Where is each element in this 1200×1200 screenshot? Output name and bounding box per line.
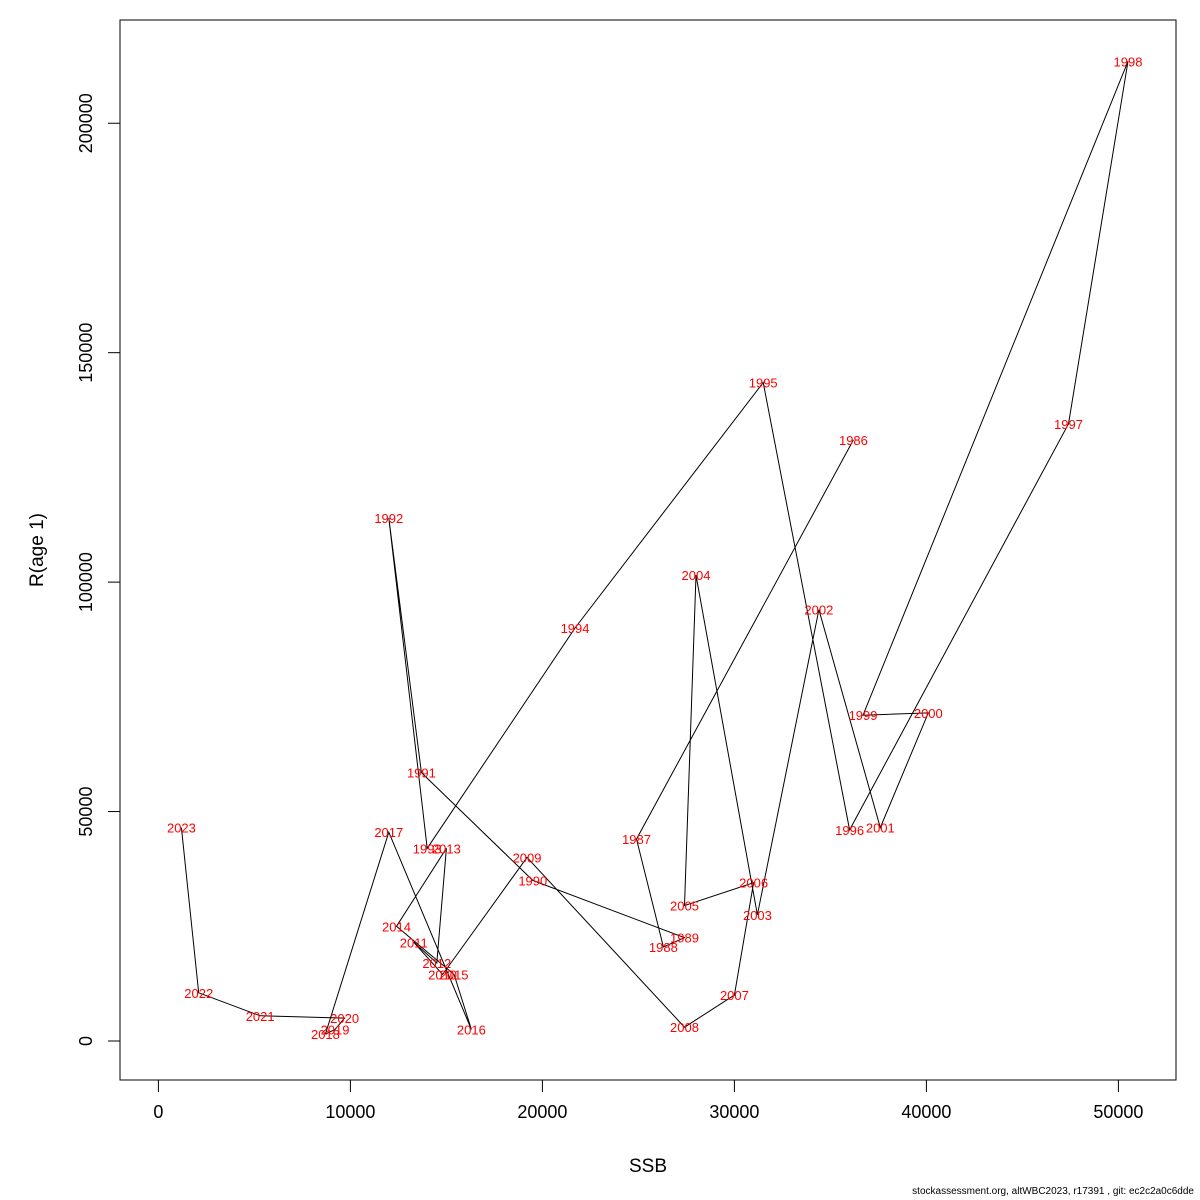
point-label-2000: 2000 [914, 706, 943, 721]
point-label-1999: 1999 [849, 708, 878, 723]
point-label-2015: 2015 [440, 967, 469, 982]
point-label-1998: 1998 [1114, 54, 1143, 69]
x-tick-label: 30000 [709, 1102, 759, 1122]
x-tick-label: 10000 [325, 1102, 375, 1122]
y-axis: 0 50000 100000 150000 200000 [76, 93, 121, 1046]
point-label-1992: 1992 [374, 511, 403, 526]
point-label-2005: 2005 [670, 899, 699, 914]
point-label-1989: 1989 [670, 931, 699, 946]
y-tick-label: 0 [76, 1036, 96, 1046]
y-tick-label: 150000 [76, 323, 96, 383]
point-label-2023: 2023 [167, 821, 196, 836]
point-label-2006: 2006 [739, 876, 768, 891]
x-tick-label: 0 [153, 1102, 163, 1122]
series-line [180, 61, 1129, 1036]
point-label-1990: 1990 [518, 873, 547, 888]
point-label-2010: 2010 [428, 967, 457, 982]
point-label-2014: 2014 [382, 919, 411, 934]
point-label-1991: 1991 [407, 766, 436, 781]
x-tick-label: 40000 [901, 1102, 951, 1122]
point-label-2002: 2002 [804, 603, 833, 618]
point-label-2021: 2021 [246, 1009, 275, 1024]
point-label-1987: 1987 [622, 832, 651, 847]
point-label-1986: 1986 [839, 433, 868, 448]
point-label-2011: 2011 [400, 935, 428, 950]
point-label-2008: 2008 [670, 1020, 699, 1035]
point-label-1994: 1994 [561, 621, 590, 636]
point-label-2016: 2016 [457, 1023, 486, 1038]
point-label-1995: 1995 [749, 376, 778, 391]
point-label-2007: 2007 [720, 988, 749, 1003]
y-axis-label: R(age 1) [27, 513, 48, 587]
footer-credit: stockassessment.org, altWBC2023, r17391 … [912, 1186, 1194, 1197]
point-label-2018: 2018 [311, 1027, 340, 1042]
point-label-2003: 2003 [743, 908, 772, 923]
point-label-2001: 2001 [866, 821, 895, 836]
point-label-2009: 2009 [513, 850, 542, 865]
point-label-1993: 1993 [413, 841, 442, 856]
plot-frame [119, 19, 1177, 1081]
x-axis-label: SSB [629, 1156, 667, 1177]
x-tick-label: 50000 [1093, 1102, 1143, 1122]
point-label-1996: 1996 [835, 823, 864, 838]
point-label-2004: 2004 [682, 568, 711, 583]
point-label-2013: 2013 [432, 841, 461, 856]
point-label-2017: 2017 [374, 825, 403, 840]
x-axis: 0 10000 20000 30000 40000 50000 [153, 1079, 1143, 1122]
point-label-2012: 2012 [422, 956, 451, 971]
point-label-1997: 1997 [1054, 417, 1083, 432]
point-label-2020: 2020 [330, 1011, 359, 1026]
point-label-1988: 1988 [649, 940, 678, 955]
x-tick-label: 20000 [517, 1102, 567, 1122]
point-label-2019: 2019 [321, 1023, 350, 1038]
y-tick-label: 200000 [76, 93, 96, 153]
point-label-2022: 2022 [184, 986, 213, 1001]
y-tick-label: 50000 [76, 787, 96, 837]
y-tick-label: 100000 [76, 552, 96, 612]
